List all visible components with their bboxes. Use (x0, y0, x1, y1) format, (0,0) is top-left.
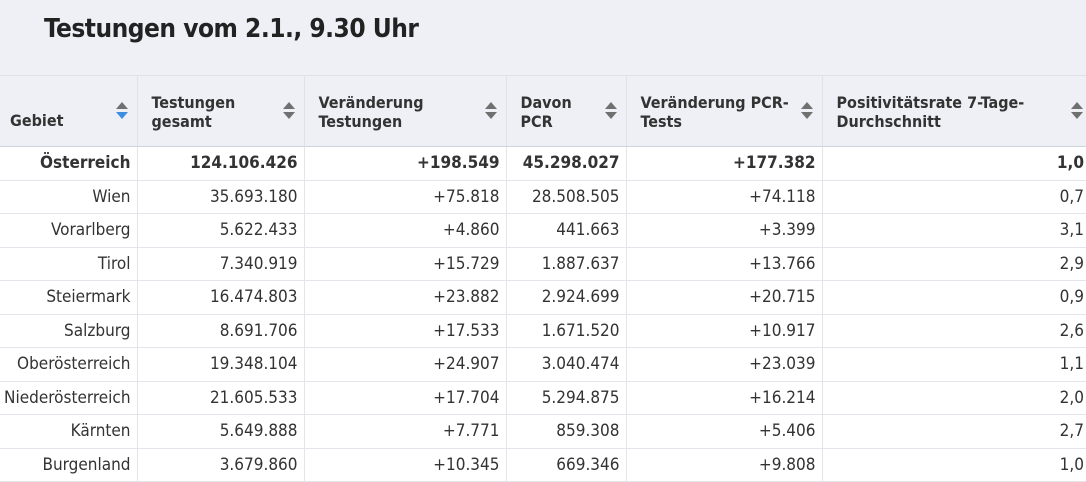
page-title: Testungen vom 2.1., 9.30 Uhr (44, 14, 419, 44)
cell-veraenderung-testungen: +23.882 (304, 280, 507, 315)
table-row: Steiermark 16.474.803 +23.882 2.924.699 … (0, 280, 1086, 315)
cell-veraenderung-pcr: +74.118 (626, 180, 823, 214)
cell-veraenderung-testungen: +75.818 (304, 180, 507, 214)
column-header-label: Veränderung PCR-Tests (640, 93, 789, 131)
table-row: Wien 35.693.180 +75.818 28.508.505 +74.1… (0, 180, 1086, 214)
cell-positivitaetsrate: 1,0 (822, 146, 1086, 181)
cell-positivitaetsrate: 0,7 (822, 180, 1086, 214)
sort-icon[interactable] (282, 102, 295, 119)
cell-veraenderung-testungen: +15.729 (304, 247, 507, 281)
table-row: Tirol 7.340.919 +15.729 1.887.637 +13.76… (0, 247, 1086, 281)
cell-veraenderung-testungen: +17.533 (304, 314, 507, 348)
cell-veraenderung-pcr: +23.039 (626, 347, 823, 382)
sort-icon[interactable] (484, 102, 497, 119)
cell-veraenderung-pcr: +13.766 (626, 247, 823, 281)
cell-gebiet: Wien (0, 180, 138, 214)
cell-positivitaetsrate: 0,9 (822, 280, 1086, 315)
cell-testungen-gesamt: 5.622.433 (137, 213, 305, 248)
column-header-label: Veränderung Testungen (318, 93, 424, 131)
cell-veraenderung-pcr: +9.808 (626, 448, 823, 482)
column-header-davon-pcr[interactable]: Davon PCR (506, 75, 627, 147)
header-bar: Testungen vom 2.1., 9.30 Uhr (0, 0, 1086, 75)
cell-gebiet: Steiermark (0, 280, 138, 315)
cell-testungen-gesamt: 19.348.104 (137, 347, 305, 382)
cell-positivitaetsrate: 2,7 (822, 414, 1086, 449)
table-row: Salzburg 8.691.706 +17.533 1.671.520 +10… (0, 314, 1086, 348)
column-header-label: Davon PCR (520, 93, 572, 131)
cell-gebiet: Österreich (0, 146, 138, 181)
column-header-veraenderung-testungen[interactable]: Veränderung Testungen (304, 75, 507, 147)
cell-veraenderung-testungen: +4.860 (304, 213, 507, 248)
cell-testungen-gesamt: 35.693.180 (137, 180, 305, 214)
table-header-row: Gebiet Testungen gesamt Veränderung Test… (0, 75, 1086, 147)
table-row: Vorarlberg 5.622.433 +4.860 441.663 +3.3… (0, 213, 1086, 248)
cell-testungen-gesamt: 124.106.426 (137, 146, 305, 181)
cell-veraenderung-pcr: +16.214 (626, 381, 823, 415)
sort-icon[interactable] (1071, 102, 1083, 119)
cell-davon-pcr: 859.308 (506, 414, 627, 449)
cell-positivitaetsrate: 1,1 (822, 347, 1086, 382)
column-header-testungen-gesamt[interactable]: Testungen gesamt (137, 75, 305, 147)
table-row: Burgenland 3.679.860 +10.345 669.346 +9.… (0, 448, 1086, 482)
cell-gebiet: Niederösterreich (0, 381, 138, 415)
sort-icon[interactable] (604, 102, 617, 119)
cell-positivitaetsrate: 2,9 (822, 247, 1086, 281)
column-header-label: Gebiet (10, 111, 64, 130)
cell-davon-pcr: 441.663 (506, 213, 627, 248)
cell-veraenderung-pcr: +10.917 (626, 314, 823, 348)
sort-icon[interactable] (115, 102, 128, 119)
cell-veraenderung-pcr: +177.382 (626, 146, 823, 181)
table-row: Oberösterreich 19.348.104 +24.907 3.040.… (0, 347, 1086, 382)
cell-davon-pcr: 669.346 (506, 448, 627, 482)
cell-veraenderung-pcr: +20.715 (626, 280, 823, 315)
cell-testungen-gesamt: 3.679.860 (137, 448, 305, 482)
table-row: Kärnten 5.649.888 +7.771 859.308 +5.406 … (0, 414, 1086, 449)
sort-icon[interactable] (800, 102, 813, 119)
column-header-veraenderung-pcr-tests[interactable]: Veränderung PCR-Tests (626, 75, 823, 147)
column-header-gebiet[interactable]: Gebiet (0, 75, 138, 147)
cell-davon-pcr: 1.887.637 (506, 247, 627, 281)
cell-veraenderung-pcr: +5.406 (626, 414, 823, 449)
cell-gebiet: Vorarlberg (0, 213, 138, 248)
cell-testungen-gesamt: 16.474.803 (137, 280, 305, 315)
cell-davon-pcr: 45.298.027 (506, 146, 627, 181)
column-header-positivitaetsrate[interactable]: Positivitätsrate 7-Tage-Durchschnitt (822, 75, 1086, 147)
cell-gebiet: Tirol (0, 247, 138, 281)
cell-veraenderung-testungen: +7.771 (304, 414, 507, 449)
table-row-total: Österreich 124.106.426 +198.549 45.298.0… (0, 146, 1086, 181)
cell-gebiet: Salzburg (0, 314, 138, 348)
cell-davon-pcr: 5.294.875 (506, 381, 627, 415)
cell-testungen-gesamt: 5.649.888 (137, 414, 305, 449)
cell-testungen-gesamt: 8.691.706 (137, 314, 305, 348)
cell-veraenderung-pcr: +3.399 (626, 213, 823, 248)
column-header-label: Positivitätsrate 7-Tage-Durchschnitt (836, 93, 1025, 131)
cell-gebiet: Oberösterreich (0, 347, 138, 382)
column-header-label: Testungen gesamt (151, 93, 236, 131)
cell-davon-pcr: 1.671.520 (506, 314, 627, 348)
table-row: Niederösterreich 21.605.533 +17.704 5.29… (0, 381, 1086, 415)
cell-positivitaetsrate: 2,0 (822, 381, 1086, 415)
cell-testungen-gesamt: 21.605.533 (137, 381, 305, 415)
cell-davon-pcr: 28.508.505 (506, 180, 627, 214)
data-table: Gebiet Testungen gesamt Veränderung Test… (0, 75, 1086, 482)
cell-gebiet: Burgenland (0, 448, 138, 482)
cell-positivitaetsrate: 1,0 (822, 448, 1086, 482)
cell-gebiet: Kärnten (0, 414, 138, 449)
cell-davon-pcr: 3.040.474 (506, 347, 627, 382)
cell-positivitaetsrate: 2,6 (822, 314, 1086, 348)
cell-veraenderung-testungen: +17.704 (304, 381, 507, 415)
cell-veraenderung-testungen: +10.345 (304, 448, 507, 482)
cell-veraenderung-testungen: +198.549 (304, 146, 507, 181)
cell-veraenderung-testungen: +24.907 (304, 347, 507, 382)
cell-davon-pcr: 2.924.699 (506, 280, 627, 315)
cell-positivitaetsrate: 3,1 (822, 213, 1086, 248)
cell-testungen-gesamt: 7.340.919 (137, 247, 305, 281)
